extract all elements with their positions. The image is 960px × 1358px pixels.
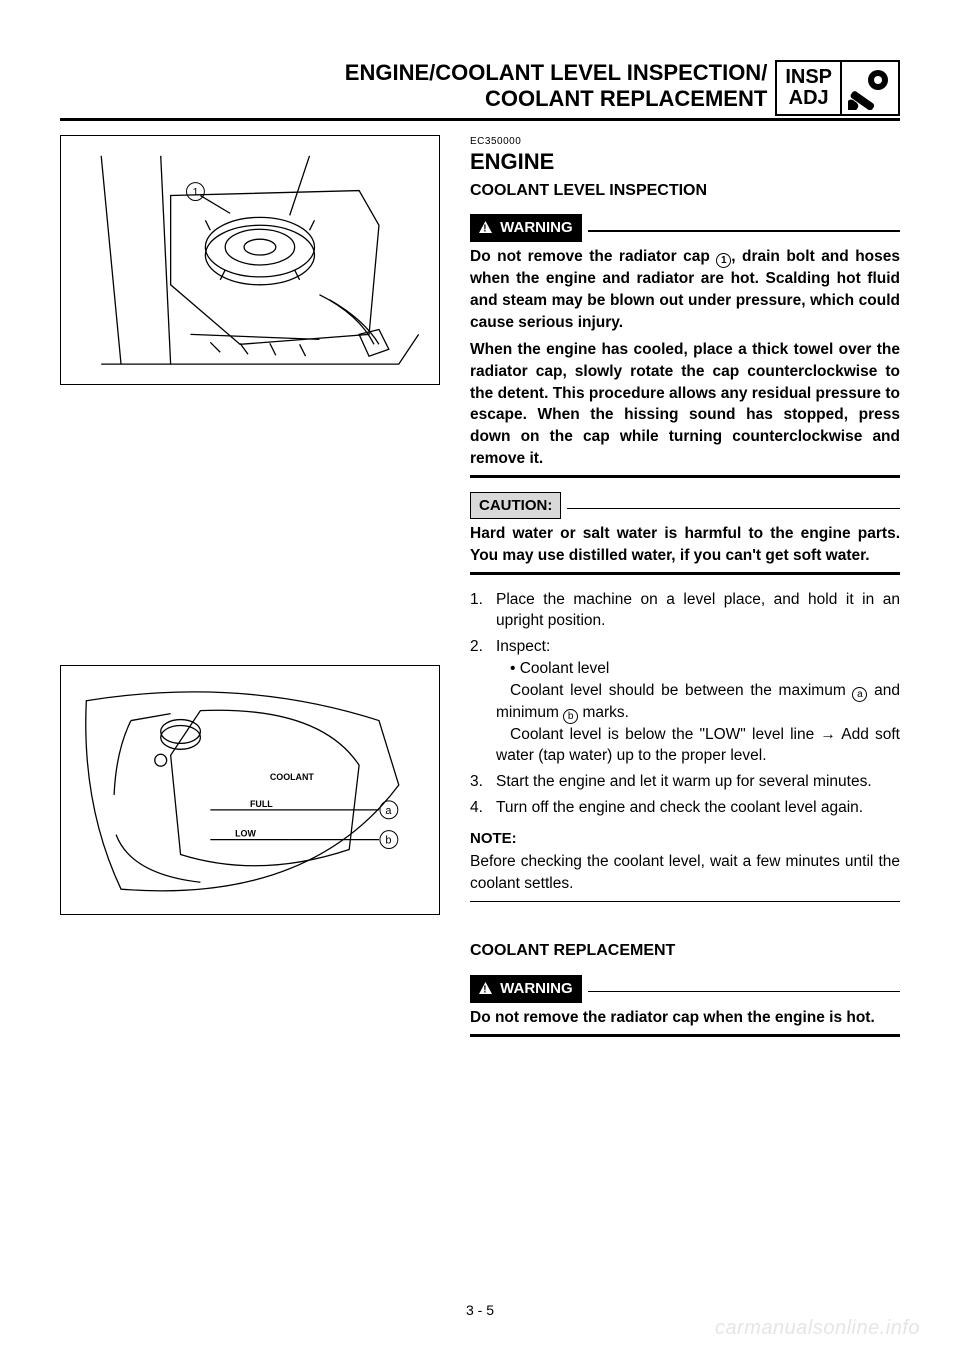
warn1-a: Do not remove the radiator cap xyxy=(470,248,716,265)
warning-rule xyxy=(588,230,900,232)
engine-heading: ENGINE xyxy=(470,147,900,178)
insp-adj-badge: INSP ADJ xyxy=(775,60,900,116)
coolant-inspection-heading: COOLANT LEVEL INSPECTION xyxy=(470,180,900,202)
label-full: FULL xyxy=(250,799,273,809)
header-title-line1: ENGINE/COOLANT LEVEL INSPECTION/ xyxy=(345,60,768,85)
warning-rule-2 xyxy=(588,991,900,993)
svg-text:1: 1 xyxy=(192,187,198,199)
wrench-gauge-icon xyxy=(848,66,892,110)
procedure-steps: 1.Place the machine on a level place, an… xyxy=(470,589,900,819)
step-1: 1.Place the machine on a level place, an… xyxy=(470,589,900,632)
header-title-line2: COOLANT REPLACEMENT xyxy=(485,86,767,111)
page-header: ENGINE/COOLANT LEVEL INSPECTION/ COOLANT… xyxy=(60,60,900,121)
badge-bottom: ADJ xyxy=(785,88,832,109)
warning-badge-2: ! WARNING xyxy=(470,975,582,1003)
label-low: LOW xyxy=(235,829,256,839)
separator xyxy=(470,475,900,478)
badge-text: INSP ADJ xyxy=(777,62,842,114)
badge-top: INSP xyxy=(785,67,832,88)
step2-text: Inspect: xyxy=(496,638,550,655)
step-3: 3.Start the engine and let it warm up fo… xyxy=(470,771,900,793)
step3-text: Start the engine and let it warm up for … xyxy=(496,771,900,793)
note-label: NOTE: xyxy=(470,828,517,849)
manual-page: ENGINE/COOLANT LEVEL INSPECTION/ COOLANT… xyxy=(0,0,960,1358)
caution-badge: CAUTION: xyxy=(470,492,561,519)
step-2: 2. Inspect: • Coolant level Coolant leve… xyxy=(470,636,900,767)
s2-c: marks. xyxy=(578,704,629,721)
warning-row-2: ! WARNING xyxy=(470,975,900,1007)
step2-bullet: • Coolant level xyxy=(496,660,609,677)
page-number: 3 - 5 xyxy=(0,1302,960,1318)
warning-label-text-2: WARNING xyxy=(500,980,573,997)
caution-rule xyxy=(567,508,900,510)
mark-b: b xyxy=(385,835,391,847)
warning-badge: ! WARNING xyxy=(470,214,582,242)
mark-a: a xyxy=(385,805,392,817)
figure-column: 1 xyxy=(60,135,440,1051)
warning2-text: Do not remove the radiator cap when the … xyxy=(470,1007,900,1029)
warning-label-text: WARNING xyxy=(500,219,573,236)
warning-row-1: ! WARNING xyxy=(470,214,900,246)
step1-text: Place the machine on a level place, and … xyxy=(496,589,900,632)
header-title: ENGINE/COOLANT LEVEL INSPECTION/ COOLANT… xyxy=(60,60,767,113)
badge-icon-box xyxy=(842,62,898,114)
circled-1: 1 xyxy=(716,253,731,268)
label-coolant: COOLANT xyxy=(270,772,315,782)
note-row: NOTE: xyxy=(470,828,900,849)
warning-paragraph-2: When the engine has cooled, place a thic… xyxy=(470,339,900,469)
s2-a: Coolant level should be between the maxi… xyxy=(510,682,852,699)
circled-a-inline: a xyxy=(852,687,867,702)
content-columns: 1 xyxy=(60,135,900,1051)
svg-text:!: ! xyxy=(483,224,486,234)
warning-triangle-icon-2: ! xyxy=(479,979,492,1000)
step2-detail-2: Coolant level is below the "LOW" level l… xyxy=(496,726,900,765)
step4-text: Turn off the engine and check the coolan… xyxy=(496,797,900,819)
text-column: EC350000 ENGINE COOLANT LEVEL INSPECTION… xyxy=(470,135,900,1051)
figure-radiator-cap: 1 xyxy=(60,135,440,385)
separator-2 xyxy=(470,572,900,575)
note-text: Before checking the coolant level, wait … xyxy=(470,851,900,894)
caution-row: CAUTION: xyxy=(470,492,900,523)
warning-paragraph-1: Do not remove the radiator cap 1, drain … xyxy=(470,246,900,333)
step2-detail-1: Coolant level should be between the maxi… xyxy=(496,682,900,721)
figure-coolant-reservoir: COOLANT FULL LOW a b xyxy=(60,665,440,915)
warning-triangle-icon: ! xyxy=(479,218,492,239)
separator-3 xyxy=(470,901,900,903)
circled-b-inline: b xyxy=(563,709,578,724)
step-4: 4.Turn off the engine and check the cool… xyxy=(470,797,900,819)
coolant-replacement-heading: COOLANT REPLACEMENT xyxy=(470,940,900,962)
watermark: carmanualsonline.info xyxy=(715,1317,920,1340)
svg-text:!: ! xyxy=(483,984,486,994)
separator-4 xyxy=(470,1034,900,1037)
caution-text: Hard water or salt water is harmful to t… xyxy=(470,523,900,566)
